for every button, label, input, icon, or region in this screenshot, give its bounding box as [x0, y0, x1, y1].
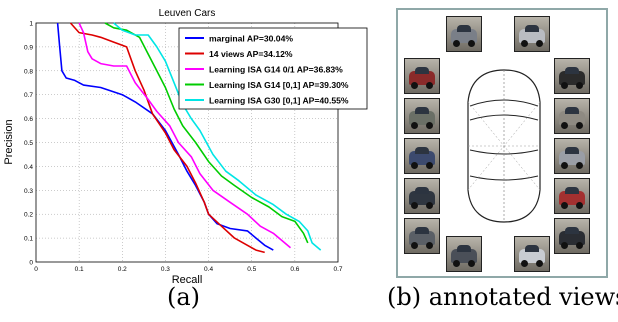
chart-title: Leuven Cars	[159, 8, 216, 19]
x-tick-label: 0.6	[290, 266, 299, 273]
y-tick-label: 0.9	[24, 44, 33, 51]
y-tick-label: 0.7	[24, 92, 33, 99]
legend: marginal AP=30.04% 14 views AP=34.12% Lear…	[178, 27, 368, 110]
legend-label: Learning ISA G14 [0,1] AP=39.30%	[209, 80, 349, 90]
view-thumbnail	[404, 178, 440, 214]
view-thumbnail	[446, 16, 482, 52]
legend-box	[178, 27, 368, 110]
car-top-view-diagram	[467, 69, 541, 223]
y-tick-label: 0.8	[24, 68, 33, 75]
series-lines	[56, 22, 322, 254]
x-tick-label: 0.1	[75, 266, 84, 273]
x-axis-label: Recall	[172, 274, 203, 285]
view-thumbnail	[404, 218, 440, 254]
caption-b: (b) annotated views	[387, 283, 618, 311]
view-thumbnail	[554, 138, 590, 174]
view-thumbnail	[554, 218, 590, 254]
series-line	[113, 22, 322, 251]
plot-frame	[35, 22, 339, 263]
x-tick-label: 0.4	[204, 266, 213, 273]
y-tick-label: 0.5	[24, 140, 33, 147]
axis-ticks: 0 0.1 0.2 0.3 0.4 0.5 0.6 0.7 0 0.1 0.2 0.3 0.4 0.5 0.…	[24, 21, 343, 274]
y-tick-label: 0.2	[24, 212, 33, 219]
series-line	[69, 22, 265, 254]
y-tick-label: 0.4	[24, 164, 33, 171]
x-tick-label: 0.3	[161, 266, 170, 273]
view-thumbnail	[404, 138, 440, 174]
legend-label: Learning ISA G14 0/1 AP=36.83%	[209, 65, 343, 75]
y-tick-label: 0.3	[24, 188, 33, 195]
x-tick-label: 0.7	[333, 266, 342, 273]
view-thumbnail	[554, 58, 590, 94]
legend-label: Learning ISA G30 [0,1] AP=40.55%	[209, 96, 349, 106]
x-tick-label: 0.2	[118, 266, 127, 273]
series-line	[104, 22, 309, 244]
series-line	[56, 22, 274, 251]
annotated-views-panel	[396, 8, 608, 278]
precision-recall-chart: Leuven Cars 0 0.1 0.2 0.3 0.4 0.5 0.6 0.7 0 0.1 0.…	[3, 8, 368, 285]
view-thumbnail	[404, 58, 440, 94]
y-axis-label: Precision	[3, 119, 15, 164]
series-line	[78, 22, 292, 249]
view-thumbnail	[554, 98, 590, 134]
y-tick-label: 0.1	[24, 236, 33, 243]
view-thumbnail	[514, 236, 550, 272]
view-thumbnail	[446, 236, 482, 272]
y-tick-label: 0.6	[24, 116, 33, 123]
x-tick-label: 0	[34, 266, 38, 273]
caption-a: (a)	[167, 283, 201, 311]
y-tick-label: 0	[29, 260, 33, 267]
view-thumbnail	[404, 98, 440, 134]
legend-label: 14 views AP=34.12%	[209, 49, 293, 59]
legend-label: marginal AP=30.04%	[209, 34, 293, 44]
view-thumbnail	[514, 16, 550, 52]
y-tick-label: 1	[29, 21, 33, 28]
legend-entries: marginal AP=30.04% 14 views AP=34.12% Lear…	[185, 34, 349, 106]
x-tick-label: 0.5	[247, 266, 256, 273]
view-thumbnail	[554, 178, 590, 214]
